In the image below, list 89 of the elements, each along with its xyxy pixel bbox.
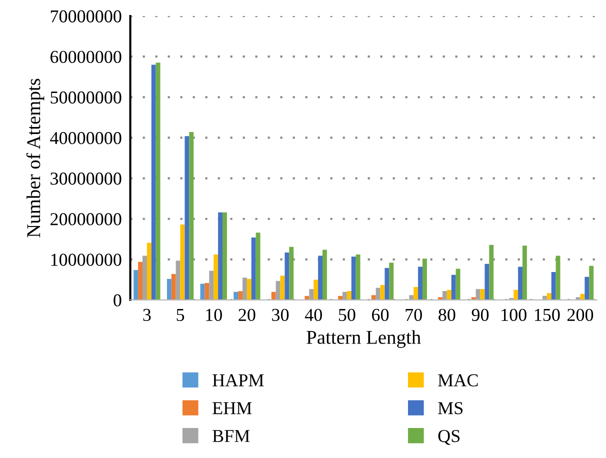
x-tick-label: 20 (238, 308, 256, 322)
bar (222, 212, 227, 300)
legend-label: MAC (438, 374, 478, 386)
bar (251, 238, 256, 300)
bar (256, 232, 260, 300)
x-tick-label: 3 (143, 308, 151, 322)
bar (376, 288, 380, 300)
bar (580, 294, 585, 300)
bar (176, 260, 180, 300)
bar (589, 266, 594, 300)
bar (204, 282, 210, 300)
bar (184, 136, 190, 300)
bar (389, 262, 394, 300)
bar (314, 280, 318, 300)
bar (456, 268, 460, 300)
y-tick-label: 20000000 (50, 213, 122, 226)
bar (284, 252, 290, 300)
bar (409, 295, 414, 300)
bar (418, 266, 422, 300)
bar (146, 242, 152, 300)
bar (209, 270, 214, 300)
x-tick-label: 70 (406, 308, 422, 322)
x-tick-label: 40 (304, 308, 322, 322)
bar (318, 256, 322, 300)
y-tick-label: 60000000 (50, 50, 122, 64)
bar (238, 291, 242, 300)
bar (451, 274, 456, 300)
legend-label: MS (438, 402, 463, 414)
legend-label: QS (438, 430, 460, 445)
bar (342, 292, 347, 300)
bar (218, 212, 223, 300)
bar (356, 254, 360, 300)
bar (309, 289, 314, 300)
bar (584, 276, 590, 300)
bar (171, 274, 176, 300)
bar (346, 291, 352, 300)
bar (276, 280, 280, 300)
bar (471, 297, 476, 300)
bar (351, 256, 356, 300)
x-tick-label: 60 (372, 308, 389, 322)
y-tick-label: 10000000 (51, 254, 122, 266)
legend-label: BFM (212, 430, 250, 442)
x-tick-label: 150 (534, 308, 560, 322)
y-tick-label: 70000000 (50, 10, 122, 22)
bar (446, 290, 452, 300)
y-tick-label: 30000000 (50, 172, 122, 185)
x-tick-label: 10 (206, 308, 222, 322)
bar (289, 246, 294, 300)
bar (156, 62, 160, 300)
legend-label: EHM (212, 402, 252, 414)
bar (484, 264, 490, 300)
y-tick-label: 40000000 (50, 132, 122, 144)
bar (246, 278, 252, 300)
bar (151, 64, 156, 300)
bar (414, 287, 418, 300)
legend-label: HAPM (212, 374, 264, 386)
bar (438, 297, 442, 300)
y-axis-title: Number of Attempts (26, 78, 44, 238)
bar (189, 132, 194, 300)
x-tick-label: 30 (272, 308, 289, 322)
bar (551, 272, 556, 300)
x-tick-label: 80 (438, 308, 456, 322)
bar (546, 293, 552, 300)
bar (476, 289, 480, 300)
bar (142, 256, 147, 300)
bar (242, 278, 247, 300)
x-tick-label: 50 (338, 308, 356, 322)
bar (514, 290, 518, 300)
y-tick-label: 0 (114, 294, 122, 306)
bar (134, 270, 138, 300)
x-axis-title: Pattern Length (306, 330, 421, 348)
bar (322, 250, 327, 300)
x-tick-label: 200 (567, 308, 594, 322)
bar (271, 292, 276, 300)
bar (522, 246, 527, 300)
bar (518, 266, 522, 300)
bar (166, 278, 172, 300)
bar (442, 291, 447, 300)
bar (138, 262, 143, 300)
bar (214, 254, 218, 300)
bar (489, 244, 494, 300)
bar (234, 292, 238, 300)
x-tick-label: 5 (176, 309, 184, 322)
x-tick-label: 100 (502, 308, 526, 322)
x-tick-label: 90 (472, 308, 489, 322)
y-tick-label: 50000000 (50, 91, 122, 104)
bar (371, 295, 376, 300)
bar (422, 258, 427, 300)
bar (384, 268, 390, 300)
